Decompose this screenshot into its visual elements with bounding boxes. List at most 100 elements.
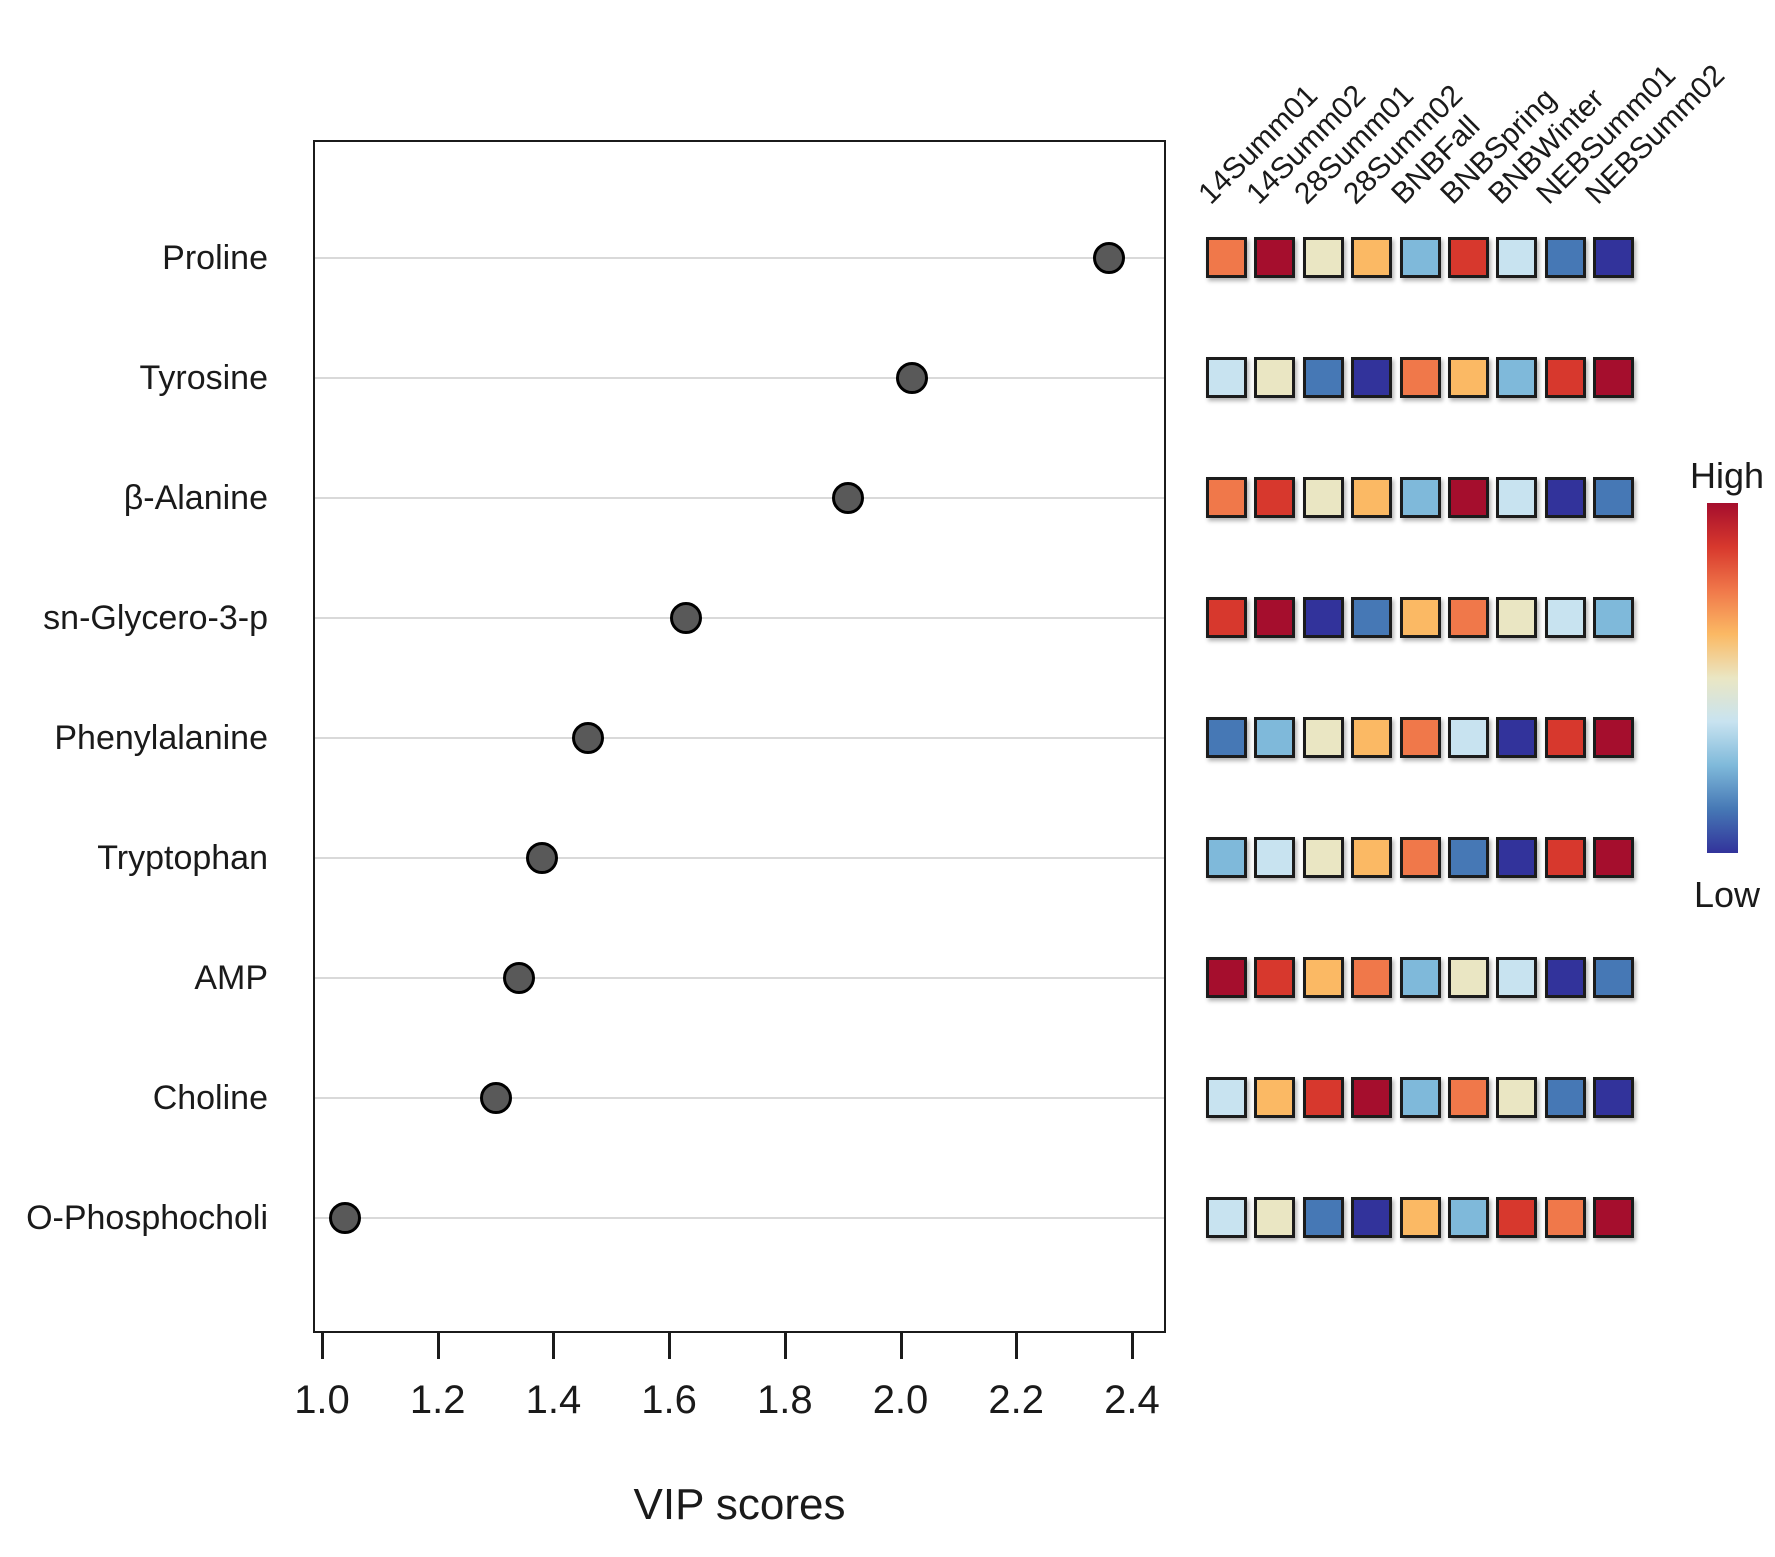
gridline bbox=[315, 1097, 1164, 1099]
heatmap-cell bbox=[1593, 837, 1634, 878]
heatmap-cell bbox=[1351, 477, 1392, 518]
heatmap-cell bbox=[1303, 357, 1344, 398]
heatmap-cell bbox=[1448, 837, 1489, 878]
y-axis-label: AMP bbox=[194, 959, 268, 997]
y-axis-label: O-Phosphocholi bbox=[26, 1199, 268, 1237]
vip-dot bbox=[329, 1202, 362, 1234]
heatmap-cell bbox=[1545, 957, 1586, 998]
x-tick bbox=[552, 1333, 556, 1359]
heatmap-cell bbox=[1496, 837, 1537, 878]
x-tick-label: 2.4 bbox=[1104, 1378, 1160, 1422]
heatmap-cell bbox=[1303, 837, 1344, 878]
heatmap-cell bbox=[1400, 957, 1441, 998]
heatmap-cell bbox=[1351, 717, 1392, 758]
heatmap-cell bbox=[1400, 717, 1441, 758]
x-tick bbox=[1130, 1333, 1134, 1359]
heatmap-cell bbox=[1593, 1197, 1634, 1238]
x-tick-label: 2.2 bbox=[988, 1378, 1044, 1422]
heatmap-cell bbox=[1496, 1197, 1537, 1238]
x-tick-label: 1.0 bbox=[294, 1378, 350, 1422]
y-axis-label: Tyrosine bbox=[139, 359, 269, 397]
legend-low-label: Low bbox=[1693, 874, 1761, 915]
heatmap-cell bbox=[1496, 357, 1537, 398]
heatmap-cell bbox=[1448, 1077, 1489, 1118]
y-axis-label: Proline bbox=[162, 239, 268, 277]
heatmap-cell bbox=[1254, 1197, 1295, 1238]
heatmap-cell bbox=[1351, 837, 1392, 878]
heatmap-cell bbox=[1206, 597, 1247, 638]
heatmap-cell bbox=[1593, 957, 1634, 998]
vip-dot bbox=[896, 362, 929, 394]
x-tick-label: 1.2 bbox=[409, 1378, 466, 1422]
y-axis-label: Tryptophan bbox=[97, 839, 268, 877]
heatmap-cell bbox=[1448, 357, 1489, 398]
heatmap-cell bbox=[1303, 717, 1344, 758]
heatmap-cell bbox=[1206, 477, 1247, 518]
gridline bbox=[315, 257, 1164, 259]
gridline bbox=[315, 497, 1164, 499]
heatmap-cell bbox=[1448, 477, 1489, 518]
x-axis-title: VIP scores bbox=[633, 1480, 846, 1529]
heatmap-cell bbox=[1545, 237, 1586, 278]
gridline bbox=[315, 977, 1164, 979]
heatmap-cell bbox=[1545, 837, 1586, 878]
heatmap-cell bbox=[1254, 477, 1295, 518]
heatmap-cell bbox=[1206, 237, 1247, 278]
x-tick-label: 2.0 bbox=[872, 1378, 929, 1422]
x-tick bbox=[899, 1333, 903, 1359]
heatmap-cell bbox=[1254, 717, 1295, 758]
heatmap-cell bbox=[1496, 717, 1537, 758]
x-tick bbox=[783, 1333, 787, 1359]
heatmap-cell bbox=[1496, 237, 1537, 278]
heatmap-cell bbox=[1254, 957, 1295, 998]
heatmap-cell bbox=[1545, 1197, 1586, 1238]
heatmap-cell bbox=[1496, 1077, 1537, 1118]
heatmap-cell bbox=[1351, 1197, 1392, 1238]
heatmap-cell bbox=[1593, 1077, 1634, 1118]
heatmap-cell bbox=[1254, 1077, 1295, 1118]
heatmap-cell bbox=[1400, 477, 1441, 518]
vip-dot bbox=[502, 962, 535, 994]
heatmap-cell bbox=[1206, 1077, 1247, 1118]
vip-dot bbox=[832, 482, 865, 514]
heatmap-cell bbox=[1448, 717, 1489, 758]
heatmap-cell bbox=[1545, 357, 1586, 398]
heatmap-cell bbox=[1206, 1197, 1247, 1238]
heatmap-cell bbox=[1254, 837, 1295, 878]
heatmap-cell bbox=[1400, 357, 1441, 398]
y-axis-label: Choline bbox=[152, 1079, 268, 1117]
heatmap-cell bbox=[1496, 957, 1537, 998]
gridline bbox=[315, 857, 1164, 859]
heatmap-cell bbox=[1206, 357, 1247, 398]
heatmap-cell bbox=[1254, 237, 1295, 278]
heatmap-cell bbox=[1545, 477, 1586, 518]
heatmap-cell bbox=[1351, 237, 1392, 278]
heatmap-cell bbox=[1593, 357, 1634, 398]
gridline bbox=[315, 1217, 1164, 1219]
heatmap-cell bbox=[1448, 237, 1489, 278]
x-tick bbox=[1015, 1333, 1019, 1359]
heatmap-cell bbox=[1593, 477, 1634, 518]
gridline bbox=[315, 617, 1164, 619]
heatmap-cell bbox=[1303, 1197, 1344, 1238]
legend-high-label: High bbox=[1689, 455, 1765, 496]
heatmap-cell bbox=[1254, 597, 1295, 638]
vip-dot bbox=[670, 602, 703, 634]
heatmap-cell bbox=[1400, 1077, 1441, 1118]
heatmap-cell bbox=[1206, 957, 1247, 998]
vip-dot bbox=[572, 722, 605, 754]
heatmap-cell bbox=[1496, 477, 1537, 518]
x-tick bbox=[668, 1333, 672, 1359]
gridline bbox=[315, 377, 1164, 379]
x-tick-label: 1.6 bbox=[641, 1378, 697, 1422]
heatmap-cell bbox=[1545, 597, 1586, 638]
heatmap-cell bbox=[1400, 1197, 1441, 1238]
x-tick-label: 1.8 bbox=[756, 1378, 813, 1422]
y-axis-label: β-Alanine bbox=[123, 479, 268, 517]
heatmap-cell bbox=[1400, 237, 1441, 278]
plot-box bbox=[313, 140, 1166, 1333]
x-tick bbox=[321, 1333, 324, 1359]
heatmap-cell bbox=[1351, 957, 1392, 998]
x-tick bbox=[436, 1333, 440, 1359]
vip-dot bbox=[525, 842, 558, 874]
